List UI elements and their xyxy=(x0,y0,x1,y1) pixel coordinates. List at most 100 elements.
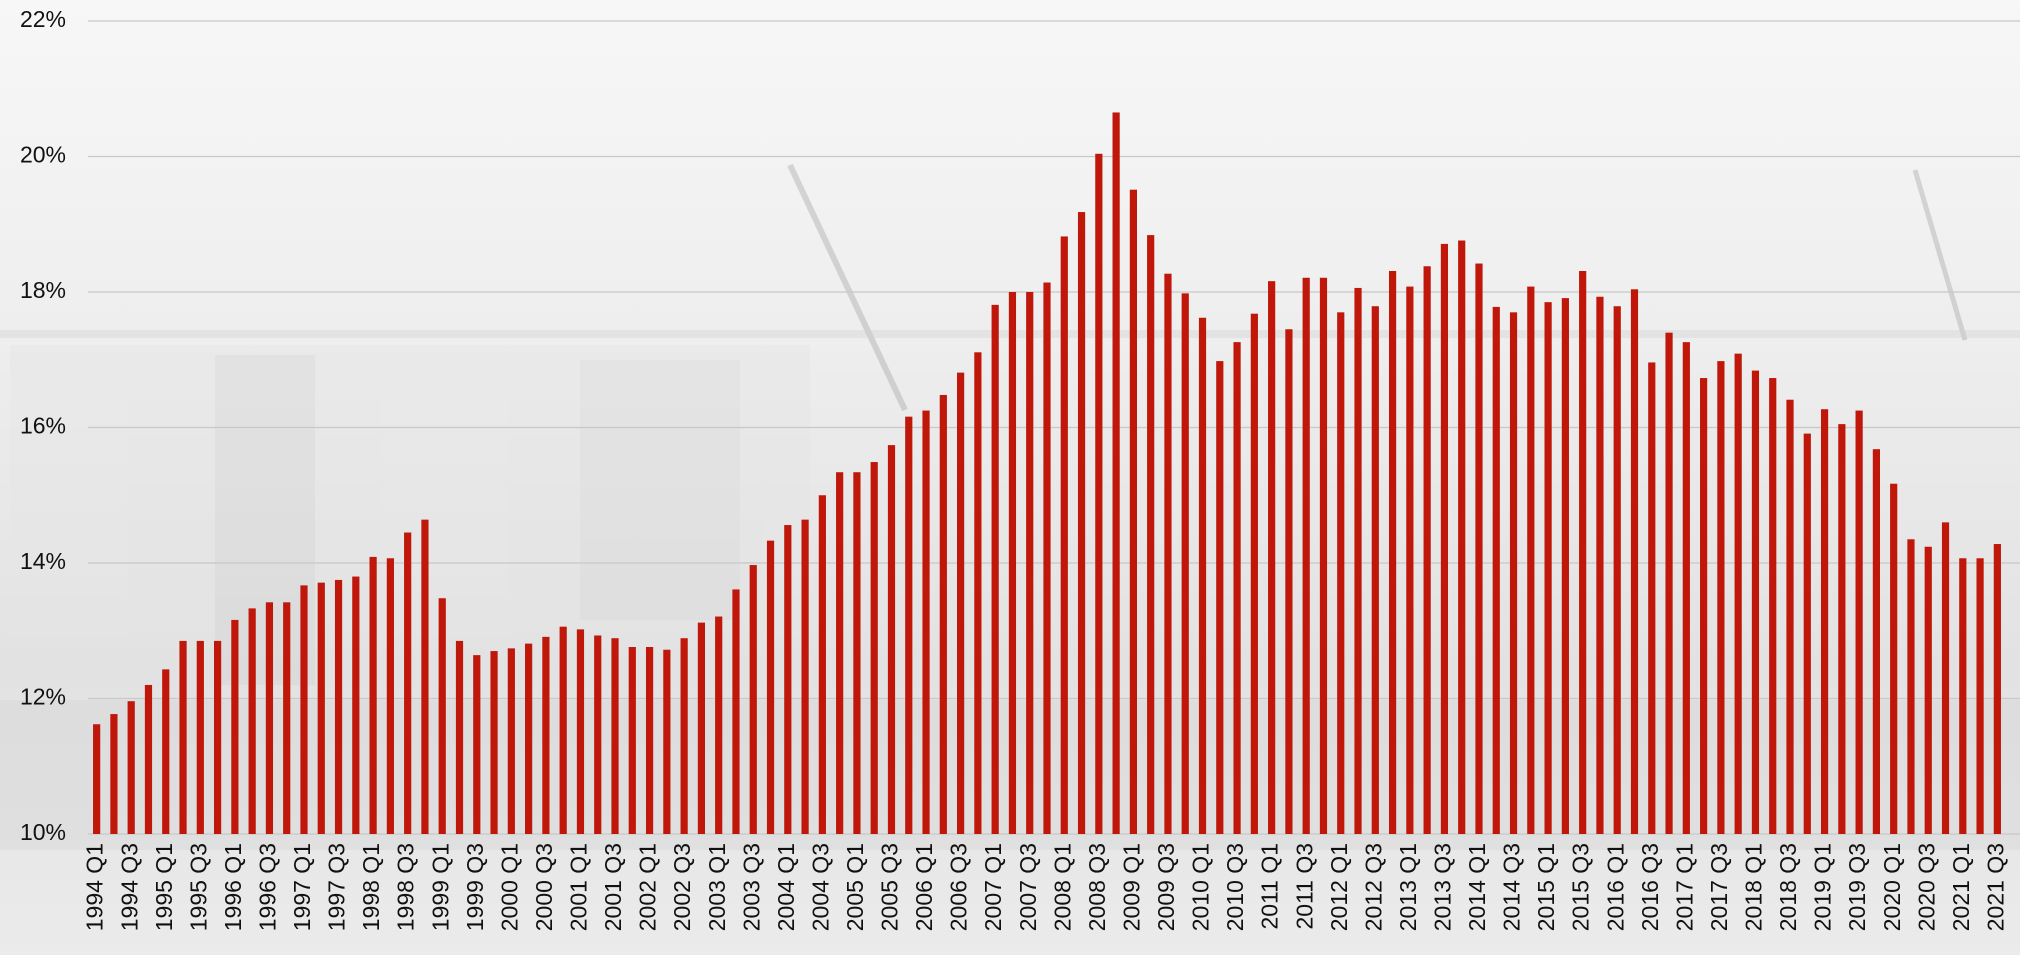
bar xyxy=(508,648,515,834)
bar xyxy=(1078,212,1085,834)
bar xyxy=(1337,312,1344,834)
bar xyxy=(1804,434,1811,834)
page: {"chart_data": {"type": "bar", "color": … xyxy=(0,0,2020,955)
bar xyxy=(1475,264,1482,834)
bar xyxy=(1544,302,1551,834)
bar xyxy=(128,701,135,834)
bar xyxy=(1942,522,1949,834)
bar xyxy=(853,472,860,834)
x-tick-label: 2009 Q1 xyxy=(1118,843,1144,931)
bar xyxy=(1493,307,1500,834)
bar xyxy=(767,541,774,834)
bar xyxy=(1735,354,1742,834)
x-tick-label: 2014 Q3 xyxy=(1499,843,1525,931)
bar xyxy=(179,641,186,834)
bar xyxy=(1683,342,1690,834)
bar xyxy=(577,629,584,834)
bar xyxy=(231,620,238,834)
bar xyxy=(1424,266,1431,834)
bar xyxy=(750,565,757,834)
bar xyxy=(611,638,618,834)
bar xyxy=(784,525,791,834)
x-tick-label: 2008 Q1 xyxy=(1049,843,1075,931)
bar xyxy=(197,641,204,834)
x-tick-label: 2005 Q1 xyxy=(842,843,868,931)
x-tick-label: 2000 Q3 xyxy=(531,843,557,931)
bar xyxy=(1976,558,1983,834)
bar xyxy=(1199,318,1206,834)
x-tick-label: 2021 Q1 xyxy=(1948,843,1974,931)
bar xyxy=(1562,298,1569,834)
bar xyxy=(1095,154,1102,834)
bar xyxy=(1147,235,1154,834)
x-tick-label: 2008 Q3 xyxy=(1084,843,1110,931)
x-tick-label: 1994 Q3 xyxy=(116,843,142,931)
x-tick-label: 2021 Q3 xyxy=(1982,843,2008,931)
bar xyxy=(663,650,670,834)
x-tick-label: 2011 Q3 xyxy=(1291,843,1317,930)
bar xyxy=(1389,271,1396,834)
x-tick-label: 2010 Q1 xyxy=(1188,843,1214,931)
x-tick-label: 1995 Q1 xyxy=(151,843,177,931)
bar xyxy=(421,520,428,834)
bar xyxy=(542,637,549,834)
x-tick-label: 1999 Q3 xyxy=(462,843,488,931)
bar xyxy=(1907,539,1914,834)
x-tick-label: 2013 Q1 xyxy=(1395,843,1421,931)
bar xyxy=(145,685,152,834)
bar xyxy=(1233,342,1240,834)
x-tick-label: 2007 Q3 xyxy=(1015,843,1041,931)
x-tick-label: 2019 Q1 xyxy=(1810,843,1836,931)
bar xyxy=(490,651,497,834)
bar xyxy=(922,411,929,834)
x-tick-label: 2005 Q3 xyxy=(877,843,903,931)
y-tick-label: 16% xyxy=(20,413,66,439)
bar xyxy=(1838,424,1845,834)
bar xyxy=(992,305,999,834)
bar xyxy=(1113,112,1120,834)
bar xyxy=(439,598,446,834)
bar xyxy=(1061,236,1068,834)
x-tick-label: 2015 Q3 xyxy=(1568,843,1594,931)
x-tick-label: 2007 Q1 xyxy=(980,843,1006,931)
bar xyxy=(646,647,653,834)
bar xyxy=(456,641,463,834)
bar xyxy=(560,627,567,834)
x-tick-label: 2017 Q1 xyxy=(1671,843,1697,931)
bar xyxy=(352,577,359,834)
bar xyxy=(1182,293,1189,834)
x-tick-label: 2017 Q3 xyxy=(1706,843,1732,931)
bar xyxy=(1925,547,1932,834)
x-tick-label: 2020 Q1 xyxy=(1879,843,1905,931)
bar xyxy=(732,589,739,834)
bar xyxy=(1527,287,1534,834)
x-tick-label: 2014 Q1 xyxy=(1464,843,1490,931)
bar xyxy=(629,647,636,834)
x-tick-label: 2004 Q3 xyxy=(807,843,833,931)
x-tick-label: 2006 Q1 xyxy=(911,843,937,931)
x-tick-label: 1998 Q1 xyxy=(358,843,384,931)
x-tick-label: 2001 Q3 xyxy=(600,843,626,931)
x-tick-label: 1997 Q1 xyxy=(289,843,315,931)
bar xyxy=(1665,333,1672,834)
bar xyxy=(318,583,325,834)
bar xyxy=(370,557,377,834)
bar xyxy=(1285,329,1292,834)
bar xyxy=(525,644,532,834)
y-tick-label: 12% xyxy=(20,684,66,710)
y-tick-label: 20% xyxy=(20,142,66,168)
x-tick-label: 1995 Q3 xyxy=(185,843,211,931)
y-tick-label: 10% xyxy=(20,819,66,845)
x-tick-label: 2015 Q1 xyxy=(1533,843,1559,931)
x-tick-label: 2012 Q1 xyxy=(1326,843,1352,931)
bar xyxy=(110,714,117,834)
bar xyxy=(1856,411,1863,834)
x-tick-label: 2006 Q3 xyxy=(946,843,972,931)
bar xyxy=(1700,378,1707,834)
bar xyxy=(93,724,100,834)
x-tick-label: 2003 Q1 xyxy=(704,843,730,931)
bar xyxy=(1406,287,1413,834)
bar xyxy=(162,669,169,834)
bar xyxy=(1890,484,1897,834)
bar xyxy=(1510,312,1517,834)
